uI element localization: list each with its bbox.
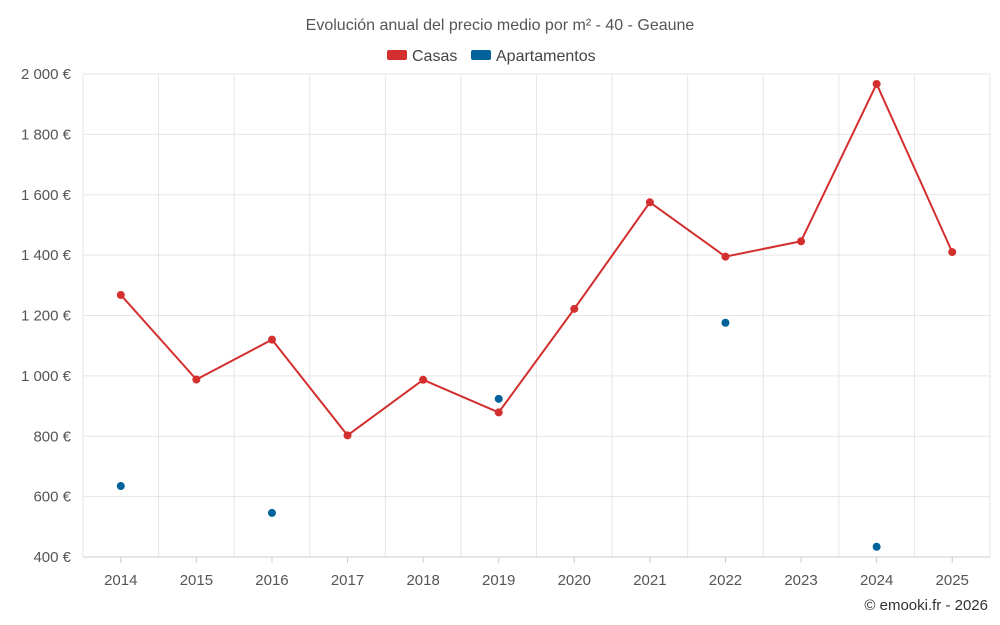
series-layer [116,79,957,551]
series-casas [116,79,957,440]
y-tick-label: 400 € [33,549,71,566]
chart-title: Evolución anual del precio medio por m² … [306,17,695,34]
x-tick-label: 2015 [180,572,213,589]
x-tick-label: 2020 [558,572,591,589]
credit-text: © emooki.fr - 2026 [864,597,988,614]
y-tick-label: 800 € [33,428,71,445]
data-point-casas-2018[interactable] [419,375,428,384]
series-apartamentos [116,318,881,551]
x-axis-labels: 2014 2015 2016 2017 2018 2019 2020 2021 2022 2023… [104,572,969,589]
data-point-casas-2023[interactable] [797,237,806,246]
data-point-casas-2025[interactable] [948,248,957,257]
y-tick-label: 1 800 € [21,126,72,143]
data-point-casas-2022[interactable] [721,252,730,261]
data-point-apartamentos-2022[interactable] [721,318,730,327]
data-point-casas-2015[interactable] [192,375,201,384]
y-axis-labels: 400 € 600 € 800 € 1 000 € 1 200 € 1 400 € 1 60… [21,66,72,566]
data-point-apartamentos-2014[interactable] [116,482,125,491]
legend-label-casas: Casas [412,48,457,65]
legend-label-apartamentos: Apartamentos [496,48,596,65]
grid [82,73,991,563]
data-point-casas-2021[interactable] [645,198,654,207]
x-tick-label: 2018 [406,572,439,589]
x-tick-label: 2016 [255,572,288,589]
data-point-casas-2017[interactable] [343,431,352,440]
data-point-casas-2020[interactable] [570,304,579,313]
legend-swatch-apartamentos [471,50,491,60]
y-tick-label: 1 000 € [21,368,72,385]
x-tick-label: 2025 [936,572,969,589]
series-line-casas [120,82,954,437]
y-tick-label: 2 000 € [21,66,72,83]
data-point-casas-2014[interactable] [116,290,125,299]
legend-item-apartamentos[interactable]: Apartamentos [471,48,596,65]
legend-swatch-casas [387,50,407,60]
legend-item-casas[interactable]: Casas [387,48,457,65]
data-point-apartamentos-2019[interactable] [494,394,503,403]
y-tick-label: 1 400 € [21,247,72,264]
y-tick-label: 1 200 € [21,308,72,325]
x-tick-label: 2022 [709,572,742,589]
y-tick-label: 1 600 € [21,187,72,204]
x-tick-label: 2023 [784,572,817,589]
x-tick-label: 2021 [633,572,666,589]
data-point-casas-2016[interactable] [267,335,276,344]
data-point-apartamentos-2024[interactable] [872,542,881,551]
data-point-apartamentos-2016[interactable] [267,508,276,517]
data-point-casas-2019[interactable] [494,408,503,417]
y-tick-label: 600 € [33,489,71,506]
x-tick-label: 2019 [482,572,515,589]
data-point-casas-2024[interactable] [872,79,881,88]
x-tick-label: 2024 [860,572,893,589]
x-tick-label: 2014 [104,572,137,589]
legend: Casas Apartamentos [387,48,596,65]
x-tick-label: 2017 [331,572,364,589]
